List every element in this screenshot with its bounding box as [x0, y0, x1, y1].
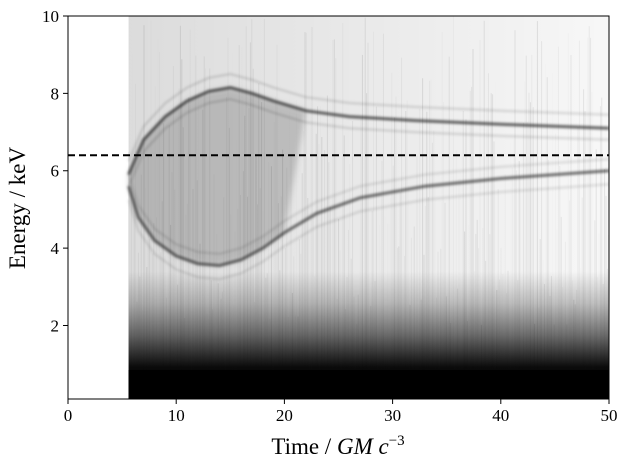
- x-tick-label: 50: [601, 406, 618, 425]
- x-axis-label-math: GM c: [337, 434, 389, 459]
- y-tick-label: 8: [51, 84, 60, 103]
- lower-branch: [127, 169, 609, 268]
- plot-frame: [67, 15, 610, 400]
- upper-branch-band: [127, 72, 609, 162]
- x-axis-label-exponent: −3: [389, 433, 405, 449]
- heatmap-features: [127, 72, 609, 281]
- lower-branch-band: [127, 158, 609, 255]
- x-axis-label-prefix: Time /: [271, 434, 337, 459]
- y-axis-label: Energy / keV: [5, 147, 30, 270]
- x-axis-label: Time / GM c−3: [271, 433, 404, 459]
- lower-branch-band: [127, 183, 609, 281]
- base-band: [128, 369, 609, 399]
- x-axis: 0 10 20 30 40 50: [64, 399, 618, 425]
- upper-branch-band: [127, 98, 609, 187]
- x-tick-label: 40: [492, 406, 509, 425]
- y-tick-label: 4: [51, 239, 60, 258]
- y-tick-label: 6: [51, 162, 60, 181]
- y-tick-label: 2: [51, 316, 60, 335]
- y-axis: 2 4 6 8 10: [42, 7, 68, 335]
- y-tick-label: 10: [42, 7, 59, 26]
- heatmap-image: [128, 16, 609, 399]
- upper-branch: [127, 86, 609, 176]
- x-tick-label: 0: [64, 406, 73, 425]
- x-tick-label: 10: [168, 406, 185, 425]
- x-tick-label: 30: [384, 406, 401, 425]
- x-tick-label: 20: [276, 406, 293, 425]
- lobe-region: [128, 87, 307, 266]
